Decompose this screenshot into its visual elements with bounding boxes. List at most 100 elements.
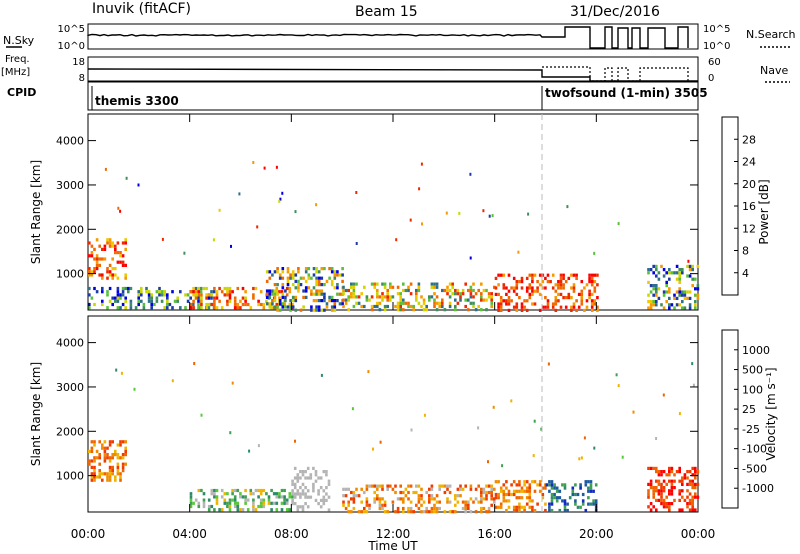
heatmap-cell bbox=[538, 480, 542, 484]
heatmap-cell bbox=[265, 302, 269, 306]
heatmap-cell bbox=[696, 287, 700, 291]
heatmap-cell bbox=[399, 295, 402, 299]
heatmap-cell bbox=[95, 290, 99, 294]
heatmap-cell bbox=[687, 259, 690, 263]
heatmap-cell bbox=[285, 293, 289, 297]
heatmap-cell bbox=[116, 469, 120, 473]
heatmap-cell bbox=[660, 495, 663, 499]
heatmap-cell bbox=[396, 308, 400, 312]
heatmap-cell bbox=[548, 483, 551, 487]
heatmap-cell bbox=[563, 499, 567, 503]
heatmap-cell bbox=[515, 305, 519, 309]
heatmap-cell bbox=[518, 483, 521, 487]
heatmap-cell bbox=[320, 292, 324, 296]
heatmap-cell bbox=[106, 270, 109, 274]
heatmap-cell bbox=[617, 384, 620, 388]
heatmap-cell bbox=[657, 489, 661, 493]
heatmap-cell bbox=[589, 480, 593, 484]
heatmap-cell bbox=[341, 302, 344, 306]
heatmap-cell bbox=[577, 305, 581, 309]
heatmap-cell bbox=[93, 475, 96, 479]
heatmap-cell bbox=[273, 299, 277, 303]
heatmap-cell bbox=[299, 505, 302, 509]
heatmap-cell bbox=[119, 475, 122, 479]
heatmap-cell bbox=[494, 276, 498, 280]
heatmap-cell bbox=[441, 298, 444, 302]
heatmap-cell bbox=[285, 498, 289, 502]
heatmap-cell bbox=[469, 256, 472, 260]
heatmap-cell bbox=[467, 500, 470, 504]
heatmap-cell bbox=[147, 293, 151, 297]
heatmap-cell bbox=[696, 284, 700, 288]
heatmap-cell bbox=[412, 490, 415, 495]
heatmap-cell bbox=[179, 306, 182, 310]
heatmap-cell bbox=[515, 280, 519, 284]
heatmap-cell bbox=[116, 293, 120, 297]
heatmap-cell bbox=[325, 486, 328, 490]
heatmap-cell bbox=[655, 437, 658, 440]
heatmap-cell bbox=[660, 264, 663, 268]
heatmap-cell bbox=[647, 482, 650, 486]
heatmap-cell bbox=[288, 508, 292, 512]
heatmap-cell bbox=[655, 293, 658, 297]
heatmap-cell bbox=[306, 476, 310, 480]
heatmap-cell bbox=[502, 489, 506, 493]
heatmap-cell bbox=[441, 304, 444, 309]
freq-label-line2: [MHz] bbox=[1, 67, 30, 78]
heatmap-cell bbox=[694, 486, 697, 490]
heatmap-cell bbox=[223, 492, 227, 496]
heatmap-cell bbox=[575, 276, 578, 280]
heatmap-cell bbox=[230, 244, 232, 248]
heatmap-cell bbox=[668, 268, 671, 272]
heatmap-cell bbox=[399, 490, 402, 495]
heatmap-cell bbox=[244, 498, 247, 502]
heatmap-cell bbox=[544, 276, 547, 280]
heatmap-cell bbox=[675, 277, 679, 281]
heatmap-cell bbox=[688, 498, 692, 502]
heatmap-cell bbox=[668, 296, 671, 300]
heatmap-cell bbox=[95, 475, 99, 479]
heatmap-cell bbox=[145, 286, 148, 291]
heatmap-cell bbox=[116, 241, 120, 245]
heatmap-cell bbox=[594, 499, 598, 503]
heatmap-cell bbox=[520, 286, 524, 290]
heatmap-cell bbox=[200, 296, 203, 300]
heatmap-cell bbox=[553, 492, 556, 497]
heatmap-cell bbox=[106, 293, 109, 297]
heatmap-cell bbox=[589, 486, 593, 490]
heatmap-cell bbox=[402, 308, 405, 312]
heatmap-cell bbox=[407, 304, 410, 309]
heatmap-cell bbox=[270, 306, 273, 310]
heatmap-cell bbox=[90, 475, 94, 479]
heatmap-cell bbox=[325, 492, 328, 496]
heatmap-cell bbox=[114, 273, 117, 277]
heatmap-cell bbox=[276, 267, 279, 271]
heatmap-cell bbox=[554, 299, 558, 303]
heatmap-cell bbox=[433, 304, 436, 309]
heatmap-cell bbox=[423, 413, 426, 417]
heatmap-cell bbox=[315, 308, 318, 312]
heatmap-cell bbox=[430, 506, 434, 511]
heatmap-cell bbox=[469, 285, 473, 289]
heatmap-cell bbox=[90, 440, 94, 444]
heatmap-cell bbox=[236, 286, 240, 291]
heatmap-cell bbox=[306, 466, 310, 470]
heatmap-cell bbox=[383, 285, 387, 289]
heatmap-cell bbox=[520, 486, 524, 490]
heatmap-cell bbox=[407, 301, 410, 305]
heatmap-cell bbox=[233, 302, 237, 307]
heatmap-cell bbox=[285, 508, 289, 512]
heatmap-cell bbox=[297, 286, 300, 290]
heatmap-cell bbox=[373, 282, 376, 286]
heatmap-cell bbox=[425, 490, 428, 495]
heatmap-cell bbox=[581, 499, 585, 503]
heatmap-cell bbox=[111, 453, 114, 457]
heatmap-cell bbox=[108, 273, 112, 277]
heatmap-cell bbox=[108, 299, 112, 303]
heatmap-cell bbox=[95, 260, 99, 264]
heatmap-cell bbox=[114, 449, 117, 453]
freq-series bbox=[87, 66, 698, 82]
heatmap-cell bbox=[342, 487, 345, 491]
heatmap-cell bbox=[541, 305, 545, 309]
heatmap-cell bbox=[596, 273, 599, 277]
